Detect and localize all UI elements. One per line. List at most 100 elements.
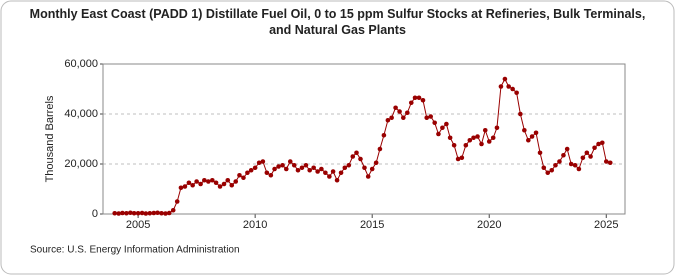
y-axis-label: Thousand Barrels xyxy=(44,95,56,182)
data-point xyxy=(248,167,254,173)
data-point xyxy=(237,172,242,178)
data-point xyxy=(334,177,340,183)
data-point xyxy=(283,166,289,172)
data-point xyxy=(350,154,356,159)
data-point xyxy=(311,165,316,171)
data-point xyxy=(124,210,129,216)
data-point xyxy=(568,161,574,167)
data-point xyxy=(229,182,235,188)
data-point xyxy=(354,150,359,156)
data-point xyxy=(599,140,605,146)
x-tick-label: 2025 xyxy=(594,219,618,231)
data-point xyxy=(155,210,160,216)
data-point xyxy=(463,142,469,148)
data-point xyxy=(393,105,398,111)
data-point xyxy=(252,165,258,171)
data-point xyxy=(510,86,515,92)
data-point xyxy=(522,127,527,133)
data-point xyxy=(307,167,312,173)
data-point xyxy=(537,150,543,156)
data-point xyxy=(369,166,375,172)
data-point xyxy=(241,175,246,181)
y-tick-label: 40,000 xyxy=(64,108,98,120)
data-point xyxy=(280,162,285,168)
data-point xyxy=(190,182,195,188)
data-point xyxy=(233,179,239,184)
data-point xyxy=(365,174,371,179)
data-point xyxy=(420,97,426,103)
data-point xyxy=(272,166,277,172)
data-point xyxy=(206,179,211,184)
data-point xyxy=(479,141,484,147)
data-point xyxy=(147,210,153,216)
data-point xyxy=(338,170,344,176)
data-point xyxy=(362,165,367,171)
y-tick-label: 0 xyxy=(92,208,98,220)
data-point xyxy=(490,135,496,141)
data-point xyxy=(159,210,164,216)
data-point xyxy=(256,160,262,166)
data-point xyxy=(315,169,320,174)
data-point xyxy=(447,135,453,141)
data-point xyxy=(518,111,523,117)
data-point xyxy=(557,159,562,164)
data-point xyxy=(319,166,324,172)
data-point xyxy=(603,159,609,164)
data-point xyxy=(194,179,199,184)
y-tick-label: 20,000 xyxy=(64,158,98,170)
data-point xyxy=(580,155,586,161)
data-point xyxy=(287,159,293,164)
data-point xyxy=(186,180,192,186)
data-point xyxy=(408,100,414,106)
data-point xyxy=(217,184,223,189)
data-point xyxy=(245,170,250,176)
data-point xyxy=(170,207,176,213)
data-point xyxy=(424,115,430,121)
data-point xyxy=(549,167,555,173)
data-point xyxy=(471,135,476,141)
data-point xyxy=(268,172,274,178)
data-point xyxy=(498,84,504,89)
data-point xyxy=(572,162,578,168)
data-point xyxy=(459,155,465,161)
data-point xyxy=(428,114,434,119)
data-point xyxy=(295,167,301,173)
data-point xyxy=(401,115,406,121)
data-point xyxy=(412,95,418,101)
data-point xyxy=(436,131,441,137)
data-point xyxy=(202,177,207,183)
data-point xyxy=(596,141,601,147)
data-point xyxy=(475,134,480,139)
data-point xyxy=(276,164,281,169)
data-point xyxy=(264,170,270,176)
data-point xyxy=(291,162,297,168)
data-point xyxy=(564,146,570,152)
chart-title: Monthly East Coast (PADD 1) Distillate F… xyxy=(29,7,646,37)
data-point xyxy=(166,210,172,216)
data-point xyxy=(377,146,383,152)
data-point xyxy=(112,210,118,216)
data-point xyxy=(486,139,492,144)
x-tick-label: 2020 xyxy=(477,219,501,231)
data-point xyxy=(451,142,457,148)
data-point xyxy=(327,174,332,179)
data-point xyxy=(221,181,227,187)
data-point xyxy=(584,150,590,156)
data-point xyxy=(514,90,519,96)
data-point xyxy=(381,132,387,138)
data-point xyxy=(389,115,394,121)
data-point xyxy=(592,145,597,151)
data-point xyxy=(151,210,157,216)
data-point xyxy=(131,210,137,216)
data-point xyxy=(405,110,410,116)
data-point xyxy=(455,156,461,162)
data-point xyxy=(432,120,437,126)
data-point xyxy=(561,152,566,158)
data-point xyxy=(444,121,449,127)
x-tick-label: 2005 xyxy=(126,219,150,231)
x-tick-label: 2010 xyxy=(243,219,267,231)
data-point xyxy=(416,95,422,101)
data-point xyxy=(139,210,145,216)
